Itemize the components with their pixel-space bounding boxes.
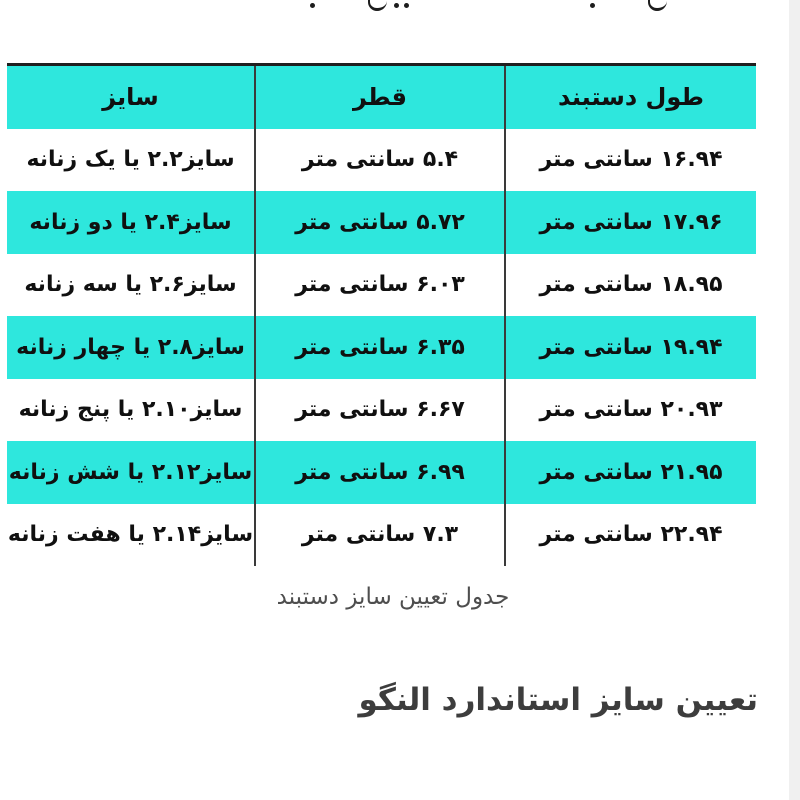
section-heading: تعیین سایز استاندارد النگو [358,682,759,718]
clipped-text-fragments [0,0,800,12]
cell-length: ۱۹.۹۴ سانتی متر [504,316,756,379]
table-row: سایز۲.۸ یا چهار زنانه ۶.۳۵ سانتی متر ۱۹.۹۴… [7,316,756,379]
table-row: سایز۲.۱۰ یا پنج زنانه ۶.۶۷ سانتی متر ۲۰.۹۳… [7,378,756,441]
cell-size: سایز۲.۱۰ یا پنج زنانه [18,397,243,423]
clipped-glyph-curve [368,0,387,11]
cell-diameter: ۶.۰۳ سانتی متر [254,253,504,316]
table-caption: جدول تعیین سایز دستبند [276,584,510,610]
cell-diameter: ۷.۳ سانتی متر [254,503,504,566]
cell-length: ۱۶.۹۴ سانتی متر [504,128,756,191]
table-row: سایز۲.۱۴ یا هفت زنانه ۷.۳ سانتی متر ۲۲.۹۴ … [7,503,756,566]
cell-size: سایز۲.۸ یا چهار زنانه [16,334,245,360]
header-diameter: قطر [254,66,504,129]
table-row: سایز۲.۱۲ یا شش زنانه ۶.۹۹ سانتی متر ۲۱.۹۵ … [7,441,756,504]
cell-length: ۲۰.۹۳ سانتی متر [504,378,756,441]
cell-length: ۲۲.۹۴ سانتی متر [504,503,756,566]
cell-size: سایز۲.۲ یا یک زنانه [26,147,235,173]
cell-size: سایز۲.۴ یا دو زنانه [29,209,232,235]
scrollbar-track[interactable] [789,0,800,800]
cell-diameter: ۵.۷۲ سانتی متر [254,191,504,254]
table-row: سایز۲.۴ یا دو زنانه ۵.۷۲ سانتی متر ۱۷.۹۶ س… [7,191,756,254]
cell-length: ۲۱.۹۵ سانتی متر [504,441,756,504]
cell-diameter: ۵.۴ سانتی متر [254,128,504,191]
table-row: سایز۲.۲ یا یک زنانه ۵.۴ سانتی متر ۱۶.۹۴ سا… [7,128,756,191]
clipped-glyph-dot [404,3,409,8]
bracelet-size-table: سایز قطر طول دستبند سایز۲.۲ یا یک زنانه ۵… [7,63,756,566]
header-size: سایز [102,83,159,112]
table-header-row: سایز قطر طول دستبند [7,66,756,129]
cell-length: ۱۷.۹۶ سانتی متر [504,191,756,254]
cell-diameter: ۶.۹۹ سانتی متر [254,441,504,504]
table-row: سایز۲.۶ یا سه زنانه ۶.۰۳ سانتی متر ۱۸.۹۵ س… [7,253,756,316]
clipped-glyph-dot [310,3,315,8]
clipped-glyph-dot [394,3,399,8]
clipped-glyph-curve [648,0,667,11]
cell-length: ۱۸.۹۵ سانتی متر [504,253,756,316]
cell-size: سایز۲.۶ یا سه زنانه [24,272,237,298]
cell-size: سایز۲.۱۲ یا شش زنانه [8,459,253,485]
cell-size: سایز۲.۱۴ یا هفت زنانه [7,522,254,548]
header-length: طول دستبند [504,66,756,129]
clipped-glyph-dot [590,3,595,8]
cell-diameter: ۶.۳۵ سانتی متر [254,316,504,379]
cell-diameter: ۶.۶۷ سانتی متر [254,378,504,441]
